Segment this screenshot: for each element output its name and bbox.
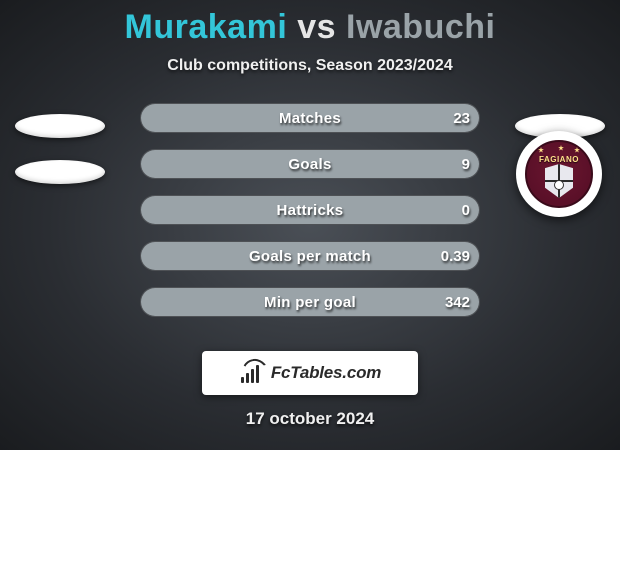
stat-row: Goals per match0.39 (0, 241, 620, 287)
stat-row: Matches23 (0, 103, 620, 149)
stat-row: Min per goal342 (0, 287, 620, 333)
left-badge-slot (10, 241, 110, 287)
right-badge-slot: FAGIANO (510, 149, 610, 195)
right-badge-slot (510, 287, 610, 333)
stat-bar: Goals (140, 149, 480, 179)
stat-bar: Hattricks (140, 195, 480, 225)
stat-label: Min per goal (141, 288, 479, 316)
brand-suffix: Tables.com (290, 363, 381, 382)
stat-value-player2: 0 (452, 195, 480, 225)
card-date: 17 october 2024 (0, 409, 620, 429)
stat-value-player2: 0.39 (431, 241, 480, 271)
chart-icon (239, 363, 265, 383)
stat-bar: Matches (140, 103, 480, 133)
card-title: Murakami vs Iwabuchi (0, 8, 620, 47)
right-badge-slot (510, 195, 610, 241)
stat-label: Matches (141, 104, 479, 132)
stat-value-player2: 342 (435, 287, 480, 317)
team-placeholder-icon (15, 114, 105, 138)
left-badge-slot (10, 149, 110, 195)
brand-badge[interactable]: FcTables.com (202, 351, 418, 395)
stat-rows: Matches23 FAGIANO Goals9Hattricks0Goals … (0, 103, 620, 333)
brand-text: FcTables.com (271, 363, 381, 383)
stat-row: Hattricks0 (0, 195, 620, 241)
stat-bar: Goals per match (140, 241, 480, 271)
stat-bar: Min per goal (140, 287, 480, 317)
stat-value-player2: 23 (443, 103, 480, 133)
stat-label: Goals per match (141, 242, 479, 270)
stat-value-player2: 9 (452, 149, 480, 179)
left-badge-slot (10, 195, 110, 241)
stat-label: Goals (141, 150, 479, 178)
crest-label: FAGIANO (539, 155, 579, 164)
vs-separator: vs (297, 8, 336, 46)
left-badge-slot (10, 103, 110, 149)
right-badge-slot (510, 241, 610, 287)
stat-row: FAGIANO Goals9 (0, 149, 620, 195)
card-subtitle: Club competitions, Season 2023/2024 (0, 57, 620, 75)
brand-prefix: Fc (271, 363, 290, 382)
stat-label: Hattricks (141, 196, 479, 224)
comparison-card: Murakami vs Iwabuchi Club competitions, … (0, 0, 620, 450)
player2-name: Iwabuchi (346, 8, 495, 46)
team-placeholder-icon (15, 160, 105, 184)
player1-name: Murakami (125, 8, 288, 46)
page-background (0, 450, 620, 580)
left-badge-slot (10, 287, 110, 333)
